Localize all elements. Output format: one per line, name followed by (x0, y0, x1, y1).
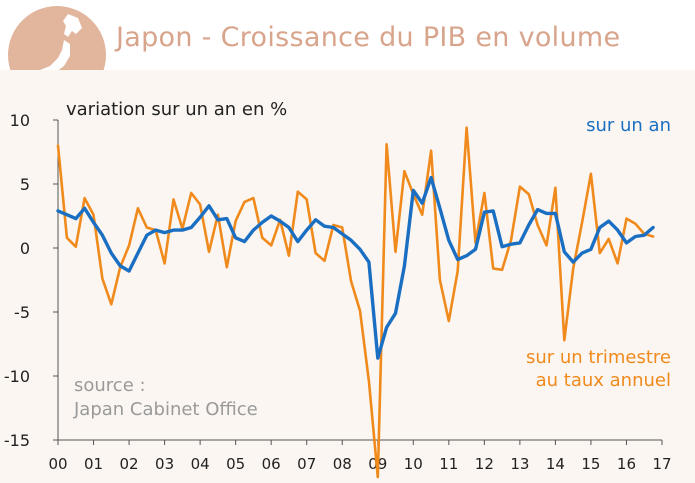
y-tick-label: -5 (14, 303, 30, 322)
x-tick-label: 13 (510, 455, 529, 473)
series-line-annual (56, 175, 655, 360)
plot-background (0, 70, 695, 483)
y-tick-label: 0 (20, 239, 30, 258)
x-tick-label: 08 (333, 455, 352, 473)
y-tick-label: 10 (10, 111, 30, 130)
series-label-annual: sur un an (586, 115, 671, 136)
series-label-quarterly: sur un trimestre (526, 347, 671, 368)
series-line-quarterly (56, 126, 655, 479)
source-note: source : Japan Cabinet Office (73, 375, 258, 420)
x-tick-label: 12 (475, 455, 494, 473)
y-tick-label: -15 (4, 431, 30, 450)
x-tick-label: 03 (155, 455, 174, 473)
x-tick-label: 02 (120, 455, 139, 473)
chart-title: Japon - Croissance du PIB en volume (116, 22, 621, 53)
x-tick-label: 17 (652, 455, 671, 473)
x-tick-label: 04 (191, 455, 210, 473)
series-label-quarterly: au taux annuel (536, 370, 671, 391)
x-tick-label: 06 (262, 455, 281, 473)
y-tick-label: 5 (20, 175, 30, 194)
y-axis-label: variation sur un an en % (66, 99, 287, 120)
x-tick-label: 05 (226, 455, 245, 473)
x-tick-label: 16 (617, 455, 636, 473)
x-tick-label: 07 (297, 455, 316, 473)
x-tick-label: 10 (404, 455, 423, 473)
y-tick-label: -10 (4, 367, 30, 386)
x-tick-label: 00 (48, 455, 67, 473)
x-tick-label: 14 (546, 455, 565, 473)
x-tick-label: 15 (581, 455, 600, 473)
x-tick-label: 11 (439, 455, 458, 473)
x-tick-label: 01 (84, 455, 103, 473)
